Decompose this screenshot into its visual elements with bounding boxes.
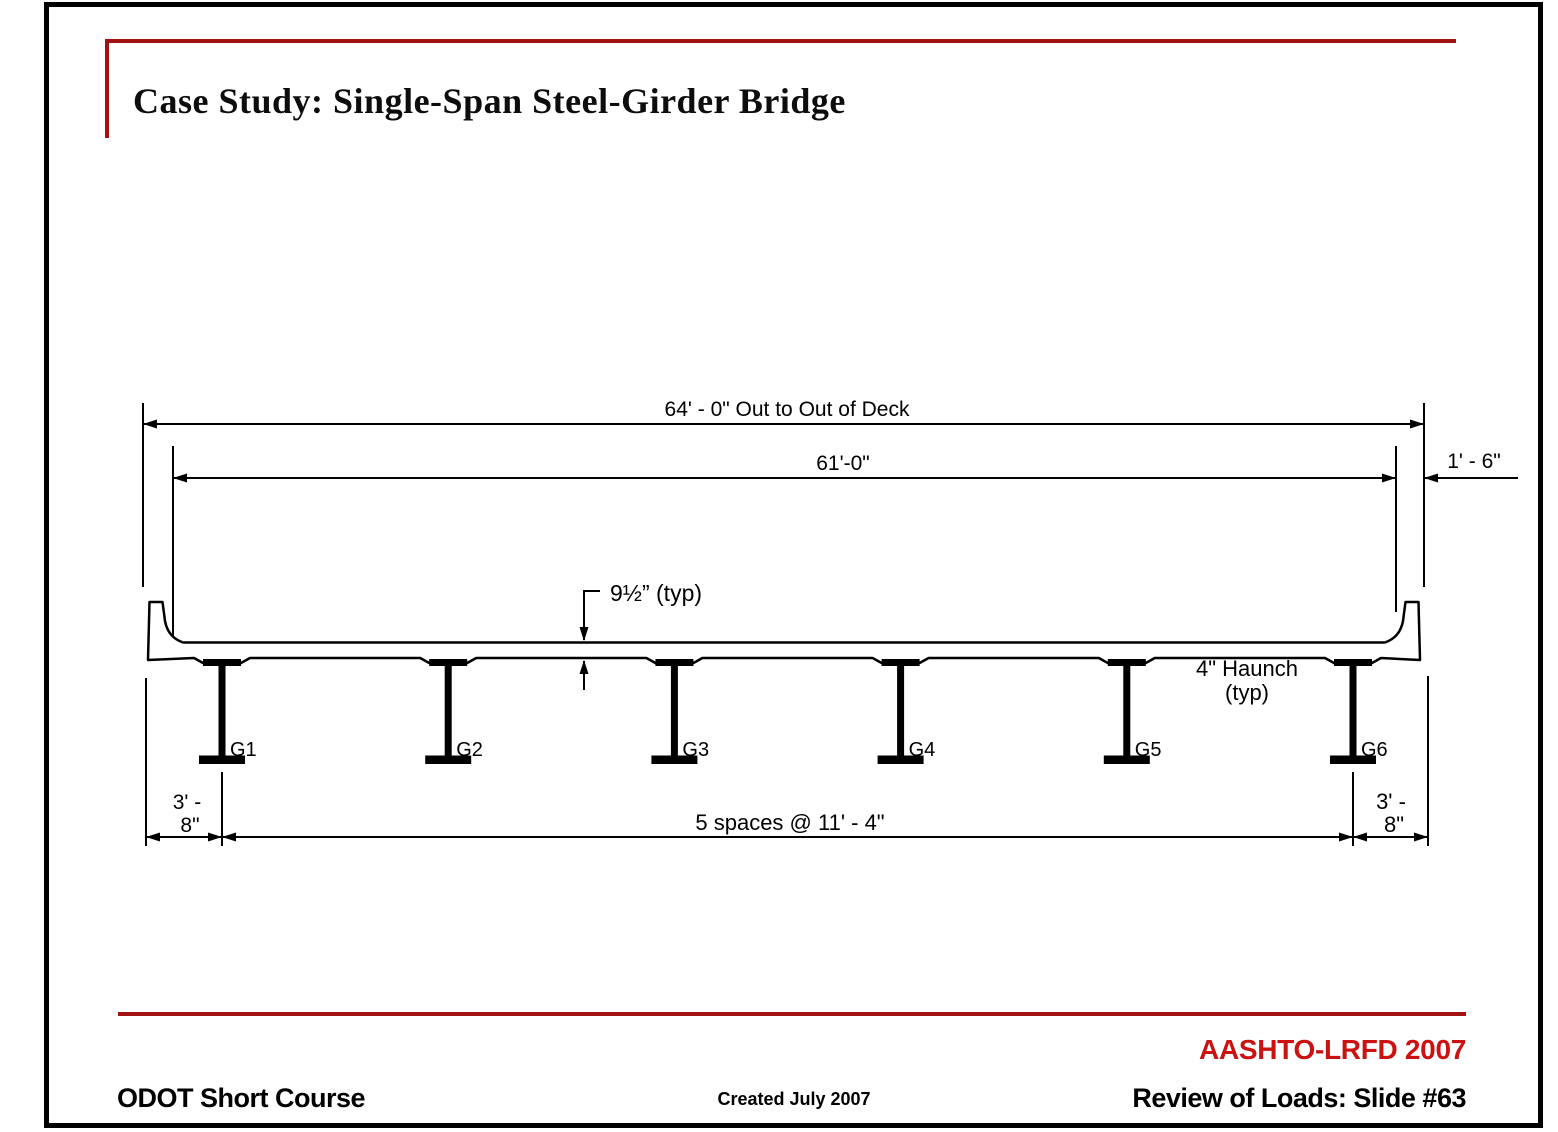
footer-course-label: ODOT Short Course [117, 1083, 366, 1113]
arrow-right-icon [208, 832, 222, 842]
dim-out-to-out: 64' - 0" Out to Out of Deck [143, 398, 1424, 429]
dim-right-overhang-line2: 8" [1384, 812, 1404, 837]
girder-g4: G4 [877, 659, 936, 764]
dim-left-overhang-line2: 8" [180, 814, 199, 837]
dim-girder-spacing-label: 5 spaces @ 11' - 4" [695, 810, 884, 835]
footer-created-label: Created July 2007 [717, 1089, 871, 1109]
arrow-right-icon [1339, 832, 1353, 842]
girder-g5-label: G5 [1135, 739, 1162, 761]
arrow-left-icon [173, 473, 187, 483]
dim-bottom-chain: 3' - 8" 5 spaces @ 11' - 4" 3' - 8" [146, 789, 1428, 842]
dim-deck-thickness-label: 9½” (typ) [610, 580, 702, 606]
haunch-note-line1: 4" Haunch [1196, 656, 1298, 681]
footer-aashto-label: AASHTO-LRFD 2007 [1199, 1034, 1466, 1065]
dim-out-to-out-label: 64' - 0" Out to Out of Deck [665, 398, 910, 421]
girder-g1: G1 [199, 659, 257, 764]
footer-slide-number-label: Review of Loads: Slide #63 [1132, 1083, 1466, 1113]
haunch-note: 4" Haunch (typ) [1196, 656, 1298, 705]
arrow-left-icon [143, 419, 157, 429]
title-rule-horizontal [105, 39, 1456, 43]
girder-g4-label: G4 [909, 739, 936, 761]
girder-g6: G6 [1330, 659, 1388, 764]
title-rule-vertical [105, 39, 109, 138]
dim-left-overhang-line1: 3' - [173, 791, 202, 814]
page-title: Case Study: Single-Span Steel-Girder Bri… [133, 81, 846, 122]
haunch-note-line2: (typ) [1225, 680, 1269, 705]
arrow-right-icon [1410, 419, 1424, 429]
girder-g6-label: G6 [1361, 739, 1388, 761]
dim-right-overhang-line1: 3' - [1376, 789, 1406, 814]
dim-curb-to-curb: 61'-0" [173, 452, 1396, 483]
arrow-left-icon [222, 832, 236, 842]
girder-g5: G5 [1103, 659, 1162, 764]
girder-g3-label: G3 [682, 739, 709, 761]
arrow-right-icon [1382, 473, 1396, 483]
dim-overhang-right: 1' - 6" [1424, 450, 1518, 483]
dim-curb-to-curb-label: 61'-0" [816, 452, 870, 475]
girder-g1-label: G1 [230, 739, 257, 761]
slide-border [44, 2, 1543, 1128]
arrow-down-icon [579, 627, 589, 641]
arrow-up-icon [579, 660, 589, 674]
arrow-left-icon [146, 832, 160, 842]
dim-deck-thickness: 9½” (typ) [579, 580, 702, 690]
dim-overhang-right-label: 1' - 6" [1447, 450, 1500, 473]
footer-rule [118, 1012, 1466, 1016]
girder-g2-label: G2 [456, 739, 483, 761]
deck-slab-outline [146, 600, 1422, 665]
extension-lines-top [142, 403, 1425, 636]
arrow-right-icon [1414, 832, 1428, 842]
extension-lines-bottom [145, 676, 1429, 846]
girders: G1 G2 G3 G4 G5 [199, 659, 1388, 764]
arrow-left-icon [1353, 832, 1367, 842]
arrow-left-icon [1424, 473, 1438, 483]
girder-g2: G2 [425, 659, 483, 764]
girder-g3: G3 [651, 659, 709, 764]
